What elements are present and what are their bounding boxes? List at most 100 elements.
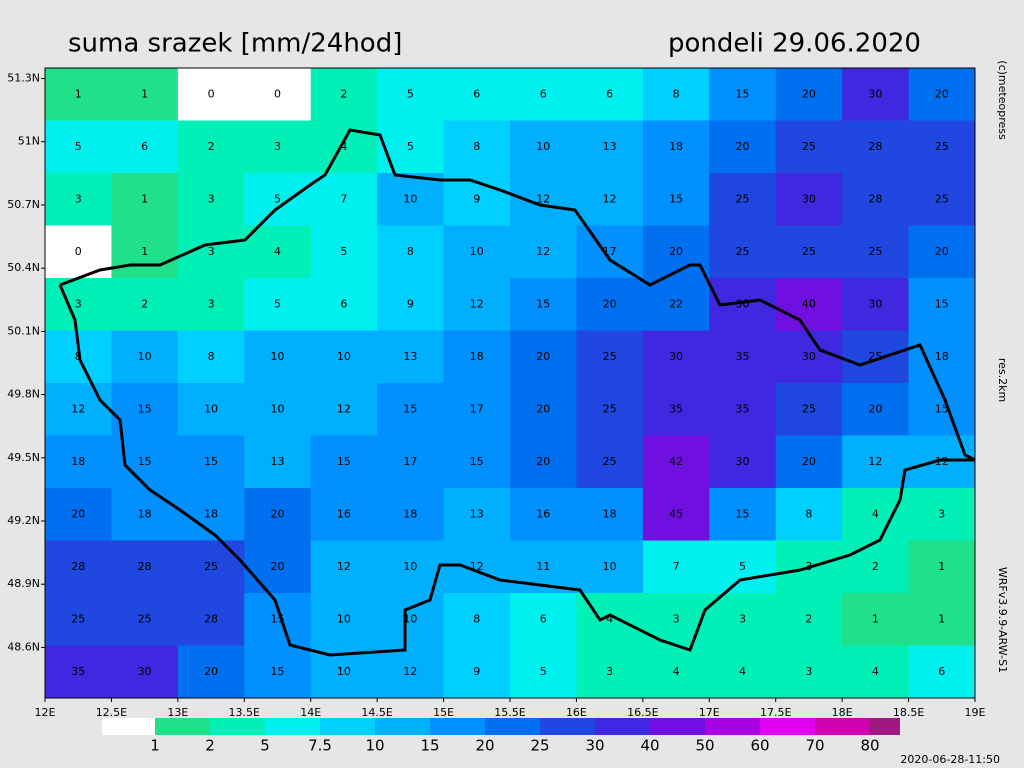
precip-value: 18 <box>470 350 484 363</box>
precip-cell <box>642 225 710 279</box>
precip-cell <box>244 330 312 384</box>
precip-value: 4 <box>340 140 347 153</box>
precip-cell <box>642 540 710 594</box>
precip-cell <box>576 173 644 226</box>
precip-value: 12 <box>603 192 617 205</box>
precip-value: 3 <box>606 665 613 678</box>
precip-value: 3 <box>208 245 215 258</box>
precip-value: 2 <box>208 140 215 153</box>
precip-cell <box>709 383 777 436</box>
precip-cell <box>443 540 511 594</box>
precip-cell <box>244 645 312 699</box>
y-tick-label: 48.9N <box>7 577 40 590</box>
precip-value: 16 <box>337 507 351 520</box>
precip-value: 9 <box>473 665 480 678</box>
precip-cell <box>111 120 179 174</box>
precip-value: 25 <box>138 612 152 625</box>
precip-cell <box>244 278 312 331</box>
precip-value: 5 <box>540 665 547 678</box>
precip-cell <box>443 645 511 699</box>
precip-value: 28 <box>868 140 882 153</box>
precip-value: 10 <box>337 350 351 363</box>
precip-cell <box>775 68 843 121</box>
x-tick-label: 13E <box>167 706 188 719</box>
precip-cell <box>244 383 312 436</box>
precip-value: 25 <box>71 612 85 625</box>
precip-value: 0 <box>274 87 281 100</box>
y-tick-label: 50.1N <box>7 324 40 337</box>
precip-cell <box>45 645 112 699</box>
precip-value: 12 <box>868 455 882 468</box>
precip-value: 20 <box>736 140 750 153</box>
precip-value: 42 <box>669 455 683 468</box>
precip-cell <box>111 173 179 226</box>
x-tick-label: 13.5E <box>229 706 260 719</box>
precip-cell <box>377 435 445 489</box>
precip-value: 3 <box>75 297 82 310</box>
precip-value: 5 <box>340 245 347 258</box>
precip-value: 25 <box>802 140 816 153</box>
precip-value: 10 <box>271 350 285 363</box>
precip-value: 18 <box>71 455 85 468</box>
y-tick-label: 51.3N <box>7 72 40 85</box>
precip-value: 20 <box>71 507 85 520</box>
precip-value: 4 <box>606 612 613 625</box>
precip-value: 30 <box>802 192 816 205</box>
y-tick-label: 50.4N <box>7 261 40 274</box>
precip-cell <box>244 435 312 489</box>
precip-cell <box>45 68 112 121</box>
precip-cell <box>908 68 976 121</box>
precip-value: 30 <box>669 350 683 363</box>
precip-cell <box>908 330 976 384</box>
legend-swatch <box>430 718 485 735</box>
precip-value: 3 <box>75 192 82 205</box>
precip-value: 3 <box>673 612 680 625</box>
precip-value: 25 <box>204 560 218 573</box>
precip-cell <box>177 435 245 489</box>
precip-cell <box>642 330 710 384</box>
precip-value: 20 <box>271 560 285 573</box>
model: WRFv3.9.9-ARW-S1 <box>996 567 1009 673</box>
legend-swatch <box>595 718 650 735</box>
precip-value: 28 <box>204 612 218 625</box>
precip-cell <box>377 488 445 541</box>
y-tick-label: 48.6N <box>7 640 40 653</box>
precip-value: 15 <box>736 507 750 520</box>
precip-cell <box>842 68 910 121</box>
precip-cell <box>576 225 644 279</box>
precip-cell <box>310 383 378 436</box>
precip-value: 10 <box>271 402 285 415</box>
precip-cell <box>576 120 644 174</box>
precip-cell <box>45 278 112 331</box>
precip-value: 4 <box>739 665 746 678</box>
precip-value: 8 <box>407 245 414 258</box>
precip-cell <box>510 435 577 489</box>
precip-value: 10 <box>337 665 351 678</box>
precip-cell <box>908 173 976 226</box>
precip-cell <box>111 383 179 436</box>
legend-label: 5 <box>260 737 270 755</box>
precip-cell <box>775 593 843 646</box>
precip-value: 5 <box>739 560 746 573</box>
precip-cell <box>310 330 378 384</box>
precip-cell <box>310 68 378 121</box>
precip-cell <box>709 330 777 384</box>
precip-cell <box>775 120 843 174</box>
precip-cell <box>842 120 910 174</box>
precip-value: 12 <box>403 665 417 678</box>
precip-cell <box>111 278 179 331</box>
precip-value: 12 <box>470 297 484 310</box>
precip-value: 4 <box>872 665 879 678</box>
precip-value: 45 <box>669 507 683 520</box>
precip-value: 15 <box>403 402 417 415</box>
legend-label: 25 <box>530 737 549 755</box>
precip-value: 35 <box>736 402 750 415</box>
precip-value: 20 <box>669 245 683 258</box>
precip-cell <box>842 435 910 489</box>
precip-value: 8 <box>473 140 480 153</box>
x-tick-label: 17.5E <box>760 706 791 719</box>
precip-cell <box>377 330 445 384</box>
precip-cell <box>310 278 378 331</box>
precip-value: 15 <box>138 402 152 415</box>
precip-value: 18 <box>669 140 683 153</box>
